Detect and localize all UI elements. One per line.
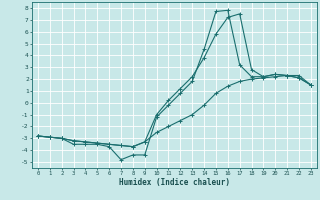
- X-axis label: Humidex (Indice chaleur): Humidex (Indice chaleur): [119, 178, 230, 187]
